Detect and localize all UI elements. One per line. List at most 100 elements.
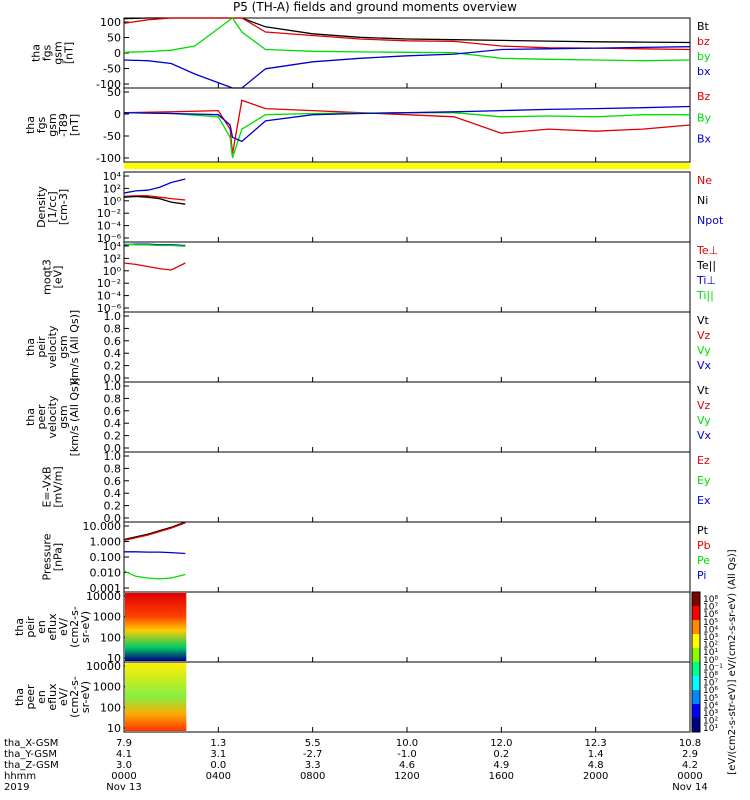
- legend-peer_velocity-Vz: Vz: [697, 399, 711, 412]
- spectrogram-peer: [125, 663, 187, 731]
- legend-fgs-bz: bz: [697, 35, 710, 48]
- ylabel: [nT]: [63, 42, 76, 64]
- ytick-label: 100: [100, 16, 121, 29]
- legend-fgs_dsl-Bx: Bx: [697, 133, 712, 146]
- ylabel: [nPa]: [52, 543, 65, 571]
- xaxis-value: 1.4: [588, 749, 604, 760]
- xaxis-value: 0000: [677, 771, 702, 782]
- ylabel: [eV]: [52, 266, 65, 289]
- ytick-label: 0.6: [104, 335, 122, 348]
- ylabel: tha: [13, 618, 26, 636]
- ytick-label: 0.2: [104, 430, 122, 443]
- ytick-label: 10²: [103, 252, 121, 265]
- colorbar-tick: 10³: [703, 709, 718, 719]
- ylabel: eflux: [46, 683, 59, 711]
- ytick-label: 0.100: [90, 551, 122, 564]
- xaxis-value: 0.0: [210, 760, 226, 771]
- colorbar-segment: [692, 592, 700, 607]
- ylabel: tha: [24, 408, 37, 426]
- ylabel: tha: [30, 44, 43, 62]
- colorbar-tick: 10⁴: [703, 625, 718, 635]
- ylabel: -T89: [57, 113, 70, 137]
- ytick-label: 0.8: [104, 322, 122, 335]
- colorbar-tick: 10⁷: [703, 679, 718, 689]
- ylabel: Density: [35, 186, 48, 228]
- plot-title: P5 (TH-A) fields and ground moments over…: [233, 0, 517, 14]
- ylabel: peir: [24, 616, 37, 638]
- legend-pressure-Pt: Pt: [697, 524, 709, 537]
- colorbar-segment: [692, 606, 700, 621]
- series-Bx: [123, 105, 691, 143]
- series-by: [123, 17, 691, 62]
- ylabel: E=-VxB: [41, 466, 54, 507]
- ylabel: velocity: [46, 395, 59, 438]
- ytick-label: 10⁻⁶: [97, 232, 122, 245]
- legend-efield-Ex: Ex: [697, 494, 711, 507]
- legend-density-Ni: Ni: [697, 194, 708, 207]
- ylabel: gsm: [57, 335, 70, 358]
- ylabel: peir: [35, 336, 48, 358]
- ytick-label: 10: [107, 722, 121, 735]
- legend-peir_velocity-Vx: Vx: [697, 359, 712, 372]
- ytick-label: 10.000: [83, 520, 122, 533]
- series-Ti||: [123, 243, 186, 247]
- ylabel: sr-eV): [79, 611, 92, 643]
- xaxis-value: 1200: [394, 771, 419, 782]
- ylabel: sr-eV): [79, 681, 92, 713]
- ytick-label: 0.6: [104, 475, 122, 488]
- legend-efield-Ez: Ez: [697, 454, 710, 467]
- legend-fgs-by: by: [697, 50, 711, 63]
- ytick-label: 10000: [86, 590, 121, 603]
- xaxis-value: Nov 13: [106, 782, 141, 793]
- ytick-label: 0.0: [104, 372, 122, 385]
- colorbar-segment: [692, 648, 700, 663]
- ylabel: moqt3: [41, 259, 54, 295]
- ytick-label: 10⁻²: [97, 277, 121, 290]
- panel-frame-peer_eflux: [123, 661, 691, 733]
- ytick-label: 0.4: [104, 347, 122, 360]
- series-Pb: [123, 522, 186, 542]
- xaxis-row-label: tha_Y-GSM: [4, 749, 57, 760]
- ytick-label: 0.4: [104, 487, 122, 500]
- ytick-label: 50: [107, 86, 121, 99]
- ytick-label: 10: [107, 652, 121, 665]
- ytick-label: 10⁻⁶: [97, 302, 122, 315]
- panel-frame-efield: [123, 451, 691, 523]
- xaxis-row-label: hhmm: [4, 771, 36, 782]
- xaxis-value: 4.9: [493, 760, 509, 771]
- ylabel: tha: [13, 688, 26, 706]
- ylabel: [mV/m]: [52, 466, 65, 507]
- colorbar-label: [eV/(cm2-s-str-eV)] eV/(cm2-s-sr-eV) (Al…: [727, 549, 738, 774]
- colorbar-segment: [692, 690, 700, 705]
- ytick-label: 10000: [86, 660, 121, 673]
- legend-fgs_dsl-By: By: [697, 111, 712, 124]
- colorbar-tick: 10⁵: [703, 694, 718, 704]
- xaxis-value: 0.2: [493, 749, 509, 760]
- colorbar-segment: [692, 620, 700, 635]
- xaxis-value: 7.9: [116, 738, 132, 749]
- xaxis-value: 12.3: [585, 738, 607, 749]
- series-Pt: [123, 521, 186, 541]
- colorbar-segment: [692, 676, 700, 691]
- ylabel: gsm: [57, 405, 70, 428]
- panel-frame-peir_velocity: [123, 311, 691, 383]
- ytick-label: 0.2: [104, 500, 122, 513]
- legend-peir_velocity-Vz: Vz: [697, 329, 711, 342]
- xaxis-value: 12.0: [490, 738, 512, 749]
- ytick-label: -100: [96, 152, 121, 165]
- ytick-label: 0.001: [90, 582, 122, 595]
- panel-frame-fgs_dsl: [123, 87, 691, 163]
- colorbar-tick: 10⁶: [703, 686, 718, 696]
- xaxis-value: 1600: [489, 771, 514, 782]
- ytick-label: 10⁻⁴: [97, 290, 122, 303]
- xaxis-value: 4.8: [588, 760, 604, 771]
- ytick-label: 1.0: [104, 450, 122, 463]
- ytick-label: 10²: [103, 182, 121, 195]
- ylabel: km/s (All Qs)]: [68, 310, 81, 384]
- colorbar-tick: 10⁻¹: [703, 663, 723, 673]
- ylabel: eflux: [46, 613, 59, 641]
- legend-temperature-Te⊥: Te⊥: [696, 244, 718, 257]
- legend-density-Npot: Npot: [697, 214, 724, 227]
- ylabel: [km/s (All Qs)]: [68, 378, 81, 457]
